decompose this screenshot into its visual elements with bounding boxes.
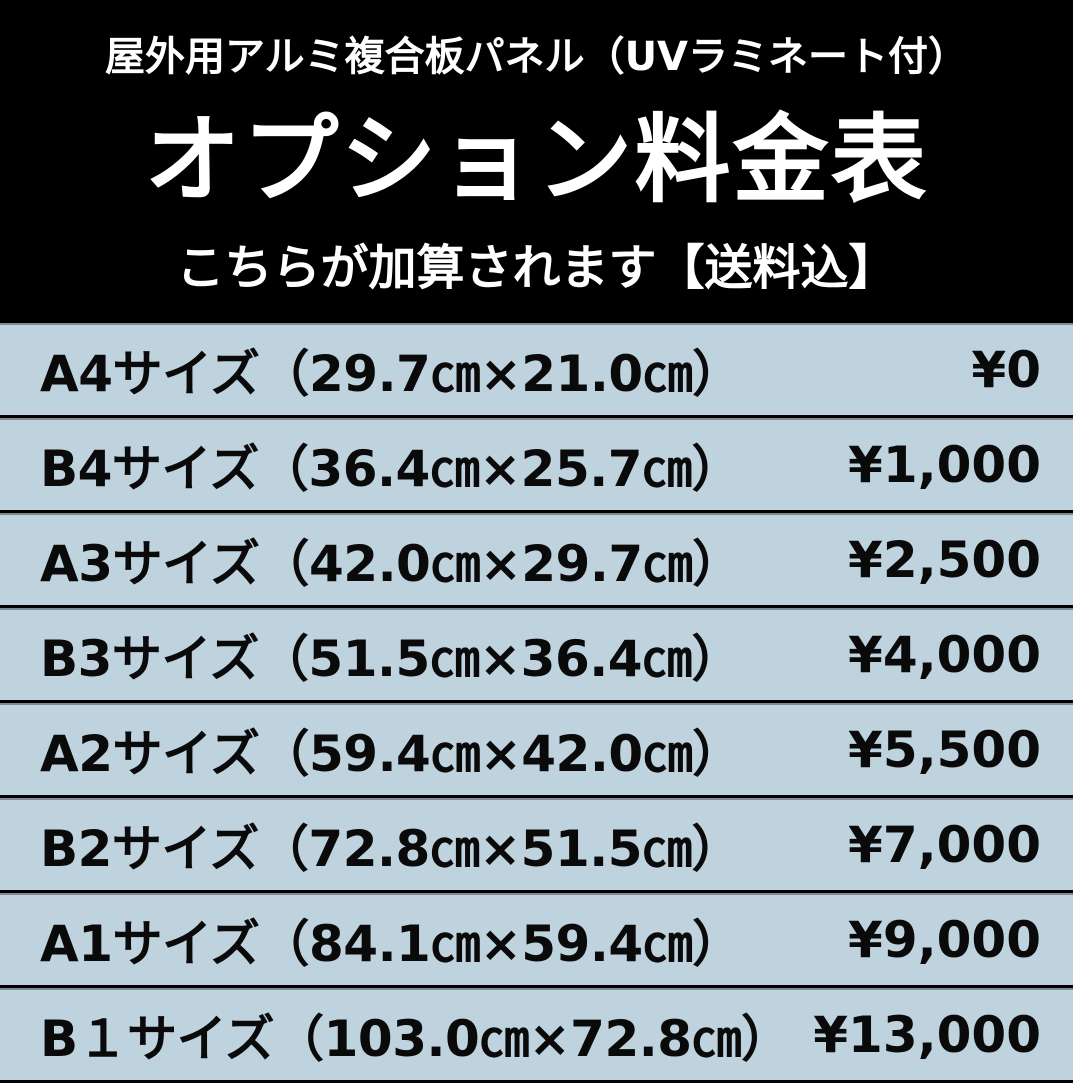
table-row: A4サイズ（29.7㎝×21.0㎝） ¥0 xyxy=(0,323,1073,418)
table-row: A1サイズ（84.1㎝×59.4㎝） ¥9,000 xyxy=(0,893,1073,988)
header-note: こちらが加算されます【送料込】 xyxy=(176,240,897,296)
table-row: A3サイズ（42.0㎝×29.7㎝） ¥2,500 xyxy=(0,513,1073,608)
table-row: A2サイズ（59.4㎝×42.0㎝） ¥5,500 xyxy=(0,703,1073,798)
price-table: A4サイズ（29.7㎝×21.0㎝） ¥0 B4サイズ（36.4㎝×25.7㎝） ¥… xyxy=(0,323,1073,1083)
size-label: B１サイズ（103.0㎝×72.8㎝） xyxy=(40,1010,791,1068)
header-subtitle: 屋外用アルミ複合板パネル（UVラミネート付） xyxy=(104,34,969,80)
table-row: B4サイズ（36.4㎝×25.7㎝） ¥1,000 xyxy=(0,418,1073,513)
size-label: B3サイズ（51.5㎝×36.4㎝） xyxy=(40,630,742,688)
table-row: B2サイズ（72.8㎝×51.5㎝） ¥7,000 xyxy=(0,798,1073,893)
page-title: オプション料金表 xyxy=(144,104,929,216)
size-label: A1サイズ（84.1㎝×59.4㎝） xyxy=(40,915,742,973)
size-label: B4サイズ（36.4㎝×25.7㎝） xyxy=(40,440,742,498)
table-row: B１サイズ（103.0㎝×72.8㎝） ¥13,000 xyxy=(0,988,1073,1083)
price: ¥7,000 xyxy=(848,816,1041,874)
table-row: B3サイズ（51.5㎝×36.4㎝） ¥4,000 xyxy=(0,608,1073,703)
price: ¥13,000 xyxy=(813,1006,1041,1064)
size-label: A2サイズ（59.4㎝×42.0㎝） xyxy=(40,725,742,783)
size-label: A3サイズ（42.0㎝×29.7㎝） xyxy=(40,535,742,593)
price: ¥0 xyxy=(971,341,1041,399)
size-label: B2サイズ（72.8㎝×51.5㎝） xyxy=(40,820,742,878)
header: 屋外用アルミ複合板パネル（UVラミネート付） オプション料金表 こちらが加算され… xyxy=(0,0,1073,323)
price: ¥9,000 xyxy=(848,911,1041,969)
price: ¥4,000 xyxy=(848,626,1041,684)
size-label: A4サイズ（29.7㎝×21.0㎝） xyxy=(40,345,742,403)
price: ¥5,500 xyxy=(848,721,1041,779)
price: ¥1,000 xyxy=(848,436,1041,494)
price: ¥2,500 xyxy=(848,531,1041,589)
